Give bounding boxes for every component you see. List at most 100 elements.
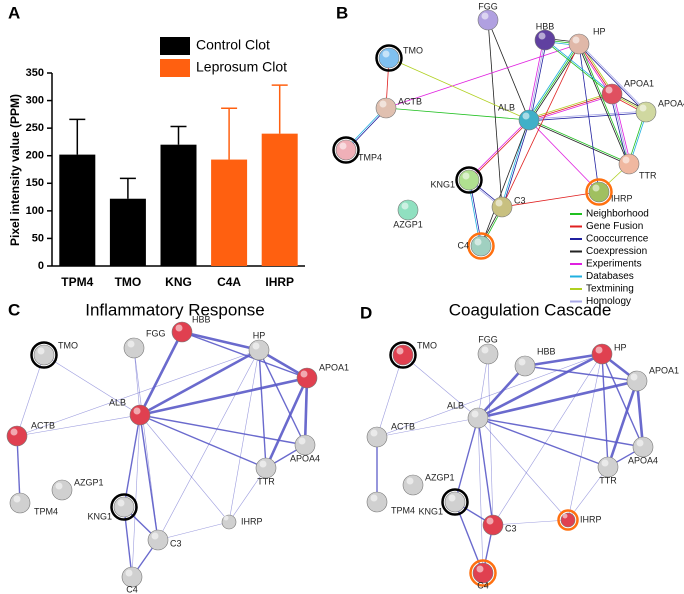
node-label: TMO (58, 340, 78, 350)
node-label: TTR (599, 475, 617, 485)
node-highlight (495, 199, 503, 207)
edge (376, 354, 404, 438)
edge (492, 353, 603, 526)
node-ring (467, 232, 495, 260)
node-highlight (127, 340, 135, 348)
edge (487, 353, 494, 526)
edge (579, 43, 631, 164)
node-label: FGG (478, 1, 498, 11)
node (392, 344, 414, 366)
node (129, 404, 151, 426)
edge (477, 379, 638, 420)
edge (228, 467, 267, 523)
network-title: Inflammatory Response (85, 300, 265, 319)
node-highlight (562, 513, 568, 519)
node (378, 47, 400, 69)
node (335, 139, 357, 161)
legend-label: Experiments (586, 259, 642, 270)
node (514, 355, 536, 377)
node-label: AZGP1 (393, 219, 423, 229)
node-highlight (401, 202, 409, 210)
y-tick-label: 50 (32, 232, 44, 244)
node-highlight (13, 495, 21, 503)
panel-label: A (8, 3, 20, 22)
node-highlight (518, 358, 526, 366)
edge (601, 353, 609, 468)
edge (528, 43, 580, 121)
y-tick-label: 150 (26, 177, 44, 189)
node-ring (585, 178, 613, 206)
node-label: APOA1 (624, 78, 654, 88)
node-highlight (471, 410, 479, 418)
node-label: FGG (478, 334, 498, 344)
edge (139, 376, 308, 417)
legend-label: Coexpression (586, 246, 647, 257)
node (397, 199, 419, 221)
node (618, 153, 640, 175)
legend-label: Gene Fusion (586, 221, 643, 232)
node-ring (389, 341, 417, 369)
edge (402, 354, 479, 419)
node-label: APOA4 (628, 455, 658, 465)
node-label: HP (614, 342, 627, 352)
node-label: C4 (126, 584, 138, 594)
node-label: HBB (192, 314, 211, 324)
edge (16, 354, 45, 437)
bar (59, 154, 96, 266)
node (248, 339, 270, 361)
node (366, 491, 388, 513)
node-label: APOA4 (658, 98, 684, 108)
node (597, 456, 619, 478)
node (123, 337, 145, 359)
x-tick-label: KNG (165, 275, 192, 289)
node-label: C3 (514, 195, 526, 205)
node-highlight (300, 370, 308, 378)
node-label: KNG1 (87, 511, 112, 521)
node-highlight (175, 324, 183, 332)
node (518, 109, 540, 131)
edge (477, 417, 569, 521)
node (51, 479, 73, 501)
node (632, 436, 654, 458)
node-highlight (486, 517, 494, 525)
node-label: KNG1 (430, 179, 455, 189)
node-highlight (592, 184, 600, 192)
edge (527, 42, 578, 120)
node-highlight (406, 477, 414, 485)
edge (181, 331, 308, 379)
edge (258, 349, 306, 446)
node-label: APOA1 (319, 362, 349, 372)
node-highlight (396, 347, 404, 355)
node-highlight (55, 482, 63, 490)
node-label: HBB (537, 346, 556, 356)
node-ring (30, 341, 58, 369)
x-tick-label: C4A (217, 275, 241, 289)
node-ring (557, 509, 579, 531)
node (294, 434, 316, 456)
bar (160, 144, 197, 266)
legend-swatch (160, 37, 190, 55)
node-label: IHRP (611, 193, 633, 203)
node-label: HBB (536, 21, 555, 31)
node-label: FGG (146, 328, 166, 338)
node (467, 407, 489, 429)
edge (524, 352, 603, 368)
node (635, 101, 657, 123)
node-highlight (522, 112, 530, 120)
node (477, 9, 499, 31)
edge (606, 380, 639, 468)
node-label: HP (253, 330, 266, 340)
edge (544, 40, 612, 95)
legend-label: Leprosum Clot (196, 59, 287, 75)
node-label: ALB (447, 400, 464, 410)
node-highlight (339, 142, 347, 150)
edge (577, 44, 629, 165)
node (591, 343, 613, 365)
node-highlight (259, 460, 267, 468)
node-highlight (636, 439, 644, 447)
edge (385, 43, 580, 109)
edge (635, 380, 645, 448)
legend-label: Homology (586, 296, 631, 307)
node-label: AZGP1 (74, 477, 104, 487)
edge (468, 119, 529, 180)
